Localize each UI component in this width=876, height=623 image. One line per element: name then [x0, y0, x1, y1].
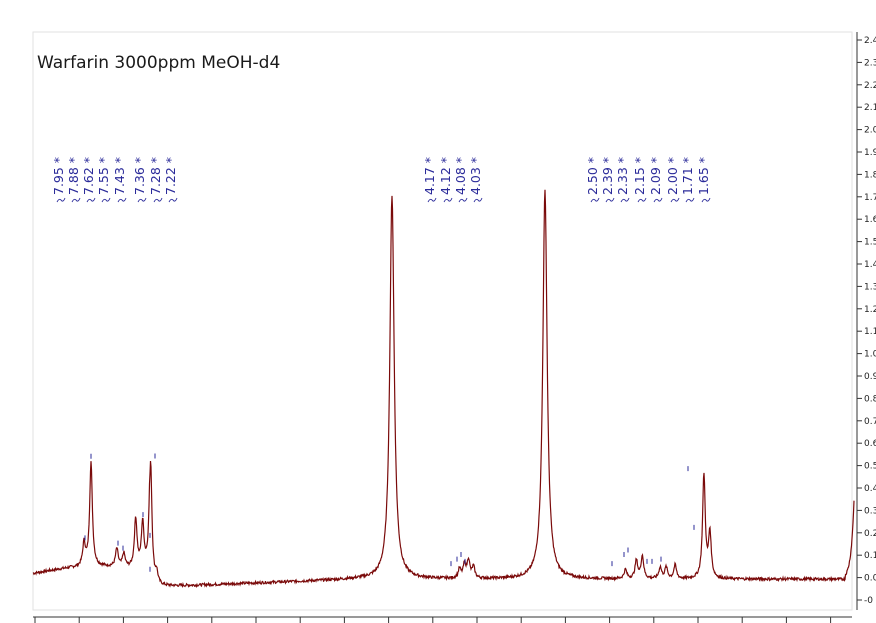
- y-tick-label: 0.8: [864, 394, 876, 404]
- y-tick-label: 0.2: [864, 529, 876, 539]
- integral-curve: [701, 197, 711, 203]
- peak-label: 7.43 *: [112, 157, 127, 195]
- peak-label: 2.50 *: [585, 157, 600, 195]
- y-tick-label: 1.4: [864, 260, 876, 270]
- integral-curve: [620, 197, 630, 203]
- integral-curve: [153, 197, 163, 203]
- y-tick-label: 2.1: [864, 103, 876, 113]
- integral-curve: [637, 197, 647, 203]
- integral-curve: [137, 197, 147, 203]
- y-tick-label: 1.7: [864, 193, 876, 203]
- integral-curve: [117, 197, 127, 203]
- plot-frame: [32, 31, 853, 611]
- y-tick-label: 1.3: [864, 282, 876, 292]
- peak-label: 7.62 *: [81, 157, 96, 195]
- peak-label: 1.65 *: [696, 157, 711, 195]
- x-axis: [33, 616, 852, 623]
- integral-curve: [605, 197, 615, 203]
- y-tick-label: 0.7: [864, 417, 876, 427]
- y-tick-label: 1.0: [864, 350, 876, 360]
- y-tick-label: 0.4: [864, 484, 876, 494]
- peak-label-layer: 7.95 * 7.88 * 7.62 * 7.55 * 7.43 * 7.36 * 7.28…: [51, 157, 711, 572]
- peak-label: 4.17 *: [422, 157, 437, 195]
- peak-label: 4.12 *: [438, 157, 453, 195]
- y-tick-label: 1.2: [864, 305, 876, 315]
- y-tick-label: -0: [864, 596, 873, 606]
- peak-label: 4.03 *: [468, 157, 483, 195]
- integral-curve: [458, 197, 468, 203]
- peak-label: 7.28 *: [148, 157, 163, 195]
- peak-label: 2.09 *: [648, 157, 663, 195]
- peak-label: 7.36 *: [132, 157, 147, 195]
- y-axis: 2.4 2.3 2.2 2.1 2.0 1.9 1.8 1.7 1.6 1.5 1.4 1.3 1.2 1…: [856, 32, 876, 610]
- peak-label: 7.88 *: [66, 157, 81, 195]
- y-tick-label: 2.4: [864, 36, 876, 46]
- y-tick-label: 2.2: [864, 81, 876, 91]
- y-tick-label: 0.3: [864, 506, 876, 516]
- y-tick-label: 2.3: [864, 58, 876, 68]
- y-tick-label: 1.6: [864, 215, 876, 225]
- y-tick-label: 0.5: [864, 462, 876, 472]
- integral-curve: [86, 197, 96, 203]
- integral-curve: [443, 197, 453, 203]
- spectrum-trace: [32, 189, 855, 589]
- y-tick-label: 1.9: [864, 148, 876, 158]
- y-tick-label: 0.9: [864, 372, 876, 382]
- peak-label: 7.22 *: [163, 157, 178, 195]
- y-tick-label: 1.8: [864, 170, 876, 180]
- y-tick-label: 0.6: [864, 439, 876, 449]
- peak-label: 2.15 *: [632, 157, 647, 195]
- y-tick-label: 0.0: [864, 574, 876, 584]
- y-tick-label: 1.1: [864, 327, 876, 337]
- spectrum-layer: [32, 189, 855, 589]
- peak-label: 7.55 *: [96, 157, 111, 195]
- peak-label: 4.08 *: [453, 157, 468, 195]
- integral-curve: [590, 197, 600, 203]
- peak-label: 2.33 *: [615, 157, 630, 195]
- peak-label: 1.71 *: [680, 157, 695, 195]
- peak-label: 7.95 *: [51, 157, 66, 195]
- integral-curve: [473, 197, 483, 203]
- integral-curve: [427, 197, 437, 203]
- integral-curve: [56, 197, 66, 203]
- y-tick-label: 0.1: [864, 551, 876, 561]
- integral-curve: [685, 197, 695, 203]
- integral-curve: [71, 197, 81, 203]
- chart-title: Warfarin 3000ppm MeOH-d4: [37, 53, 280, 73]
- y-tick-label: 2.0: [864, 126, 876, 136]
- integral-curve: [168, 197, 178, 203]
- peak-label: 2.00 *: [665, 157, 680, 195]
- integral-curve: [670, 197, 680, 203]
- integral-curve: [653, 197, 663, 203]
- y-tick-label: 1.5: [864, 238, 876, 248]
- peak-label: 2.39 *: [600, 157, 615, 195]
- integral-curve: [101, 197, 111, 203]
